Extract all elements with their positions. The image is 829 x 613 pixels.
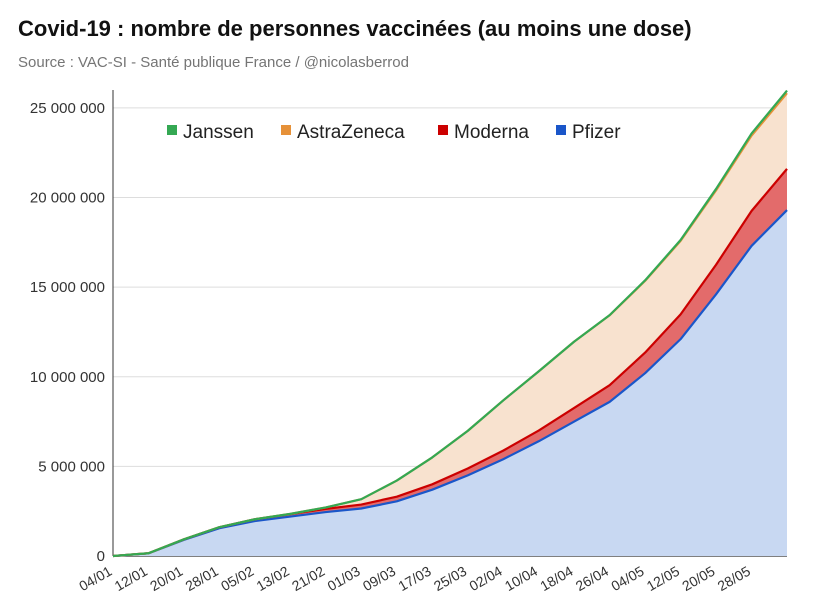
- x-tick-label: 26/04: [573, 563, 612, 594]
- x-tick-label: 12/01: [112, 563, 151, 594]
- x-tick-label: 20/05: [679, 563, 718, 594]
- legend-swatch-pfizer: [556, 125, 566, 135]
- y-tick-label: 15 000 000: [30, 279, 105, 296]
- area-pfizer: [113, 210, 787, 557]
- legend-label-janssen: Janssen: [183, 122, 254, 143]
- y-tick-label: 0: [97, 548, 105, 565]
- x-tick-label: 12/05: [644, 563, 683, 594]
- x-tick-label: 17/03: [395, 563, 434, 594]
- x-tick-label: 13/02: [254, 563, 293, 594]
- y-tick-label: 20 000 000: [30, 190, 105, 207]
- line-pfizer: [112, 209, 788, 558]
- legend-swatch-astrazeneca: [281, 125, 291, 135]
- x-tick-label: 04/05: [608, 563, 647, 594]
- x-tick-label: 05/02: [218, 563, 257, 594]
- x-tick-label: 25/03: [431, 563, 470, 594]
- x-tick-label: 21/02: [289, 563, 328, 594]
- y-tick-label: 10 000 000: [30, 369, 105, 386]
- legend-label-moderna: Moderna: [454, 122, 529, 143]
- x-tick-label: 28/01: [183, 563, 222, 594]
- y-tick-label: 25 000 000: [30, 100, 105, 117]
- area-astrazeneca: [113, 93, 787, 557]
- y-tick-label: 5 000 000: [38, 458, 105, 475]
- x-tick-label: 10/04: [502, 563, 541, 594]
- legend-swatch-moderna: [438, 125, 448, 135]
- line-janssen: [112, 89, 788, 558]
- x-tick-label: 20/01: [147, 563, 186, 594]
- chart-title: Covid-19 : nombre de personnes vaccinées…: [18, 16, 692, 41]
- legend-swatch-janssen: [167, 125, 177, 135]
- legend-label-pfizer: Pfizer: [572, 122, 621, 143]
- x-tick-label: 09/03: [360, 563, 399, 594]
- x-tick-label: 18/04: [537, 563, 576, 594]
- legend-label-astrazeneca: AstraZeneca: [297, 122, 405, 143]
- chart-subtitle: Source : VAC-SI - Santé publique France …: [18, 54, 409, 71]
- x-tick-label: 01/03: [324, 563, 363, 594]
- x-tick-label: 28/05: [715, 563, 754, 594]
- x-tick-label: 04/01: [76, 563, 115, 594]
- area-moderna: [113, 168, 787, 556]
- x-tick-label: 02/04: [466, 563, 505, 594]
